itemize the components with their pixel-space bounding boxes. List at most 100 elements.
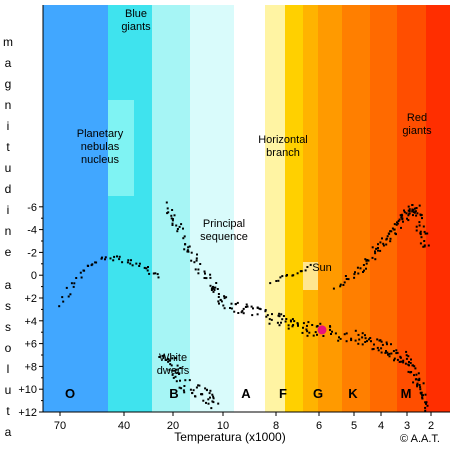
star-point — [195, 259, 198, 262]
star-point — [174, 375, 177, 378]
star-point — [343, 281, 346, 284]
star-point — [213, 286, 216, 289]
star-point — [401, 218, 404, 221]
y-tick-label: +12 — [18, 407, 37, 419]
credit: © A.A.T. — [400, 433, 440, 445]
star-point — [345, 332, 348, 335]
star-point — [306, 330, 309, 333]
star-point — [256, 313, 259, 316]
star-point — [296, 322, 299, 325]
star-point — [354, 271, 356, 274]
star-point — [374, 252, 377, 255]
star-point — [172, 376, 175, 379]
star-point — [334, 332, 337, 335]
star-point — [67, 295, 70, 298]
star-point — [138, 265, 141, 267]
y-axis-letter: t — [6, 140, 10, 154]
star-point — [353, 273, 356, 276]
star-point — [173, 369, 176, 372]
star-point — [419, 242, 422, 245]
star-point — [423, 244, 426, 247]
star-point — [210, 407, 213, 410]
spectral-class-label: G — [313, 386, 323, 401]
star-point — [282, 315, 285, 317]
star-point — [386, 343, 388, 346]
star-point — [322, 335, 325, 337]
star-point — [203, 277, 206, 279]
star-point — [308, 331, 311, 334]
spectral-class-label: B — [169, 386, 178, 401]
star-point — [80, 276, 83, 279]
star-point — [329, 325, 332, 328]
star-point — [241, 309, 244, 312]
star-point — [203, 270, 206, 273]
star-point — [152, 272, 155, 275]
star-point — [230, 307, 233, 310]
star-point — [400, 216, 403, 219]
star-point — [377, 349, 380, 352]
star-point — [220, 300, 223, 303]
star-point — [183, 385, 186, 387]
star-point — [425, 401, 428, 404]
star-point — [423, 230, 426, 233]
star-point — [191, 392, 194, 395]
spectral-class-label: K — [348, 386, 358, 401]
star-point — [400, 213, 403, 216]
star-point — [205, 277, 208, 280]
star-point — [416, 383, 419, 386]
star-point — [208, 392, 211, 395]
star-point — [418, 379, 421, 381]
star-point — [175, 380, 178, 383]
y-axis-letter: o — [5, 341, 12, 355]
star-point — [376, 247, 379, 249]
star-point — [166, 357, 169, 360]
star-point — [339, 285, 342, 288]
star-point — [275, 280, 278, 282]
spectral-band — [303, 5, 318, 412]
spectral-subtile — [108, 100, 134, 196]
star-point — [91, 263, 94, 266]
y-tick-label: -2 — [27, 247, 37, 259]
star-point — [416, 385, 419, 388]
star-point — [230, 302, 233, 305]
star-point — [271, 313, 273, 316]
star-point — [176, 371, 179, 374]
star-point — [375, 247, 378, 250]
star-point — [104, 256, 107, 259]
star-point — [395, 349, 398, 352]
star-point — [213, 289, 216, 291]
star-point — [183, 248, 186, 251]
star-point — [415, 207, 418, 209]
star-point — [415, 229, 418, 232]
star-point — [377, 249, 379, 252]
star-point — [415, 225, 418, 228]
ticks: -6 -4 -2 0 +2 +4 +6 +8 +10 +12 70 40 20 10 8 6 5 4 3 2 — [18, 202, 434, 432]
x-tick-label: 40 — [118, 420, 130, 432]
star-point — [100, 257, 103, 260]
star-point — [218, 302, 220, 305]
star-point — [408, 208, 411, 211]
star-point — [396, 358, 399, 361]
star-point — [364, 337, 367, 340]
star-point — [413, 374, 415, 377]
star-point — [407, 355, 410, 358]
star-point — [116, 255, 118, 258]
star-point — [200, 393, 203, 396]
star-point — [118, 258, 121, 261]
star-point — [412, 208, 415, 211]
x-tick-label: 70 — [54, 420, 66, 432]
star-point — [175, 368, 178, 371]
star-point — [301, 331, 304, 334]
star-point — [285, 318, 288, 320]
star-point — [190, 259, 193, 262]
star-point — [212, 287, 215, 290]
star-point — [386, 235, 389, 238]
star-point — [421, 396, 424, 399]
spectral-class-label: O — [65, 386, 75, 401]
star-point — [171, 222, 174, 225]
star-point — [426, 232, 429, 235]
star-point — [189, 388, 192, 391]
star-point — [353, 276, 356, 279]
star-point — [190, 251, 193, 254]
